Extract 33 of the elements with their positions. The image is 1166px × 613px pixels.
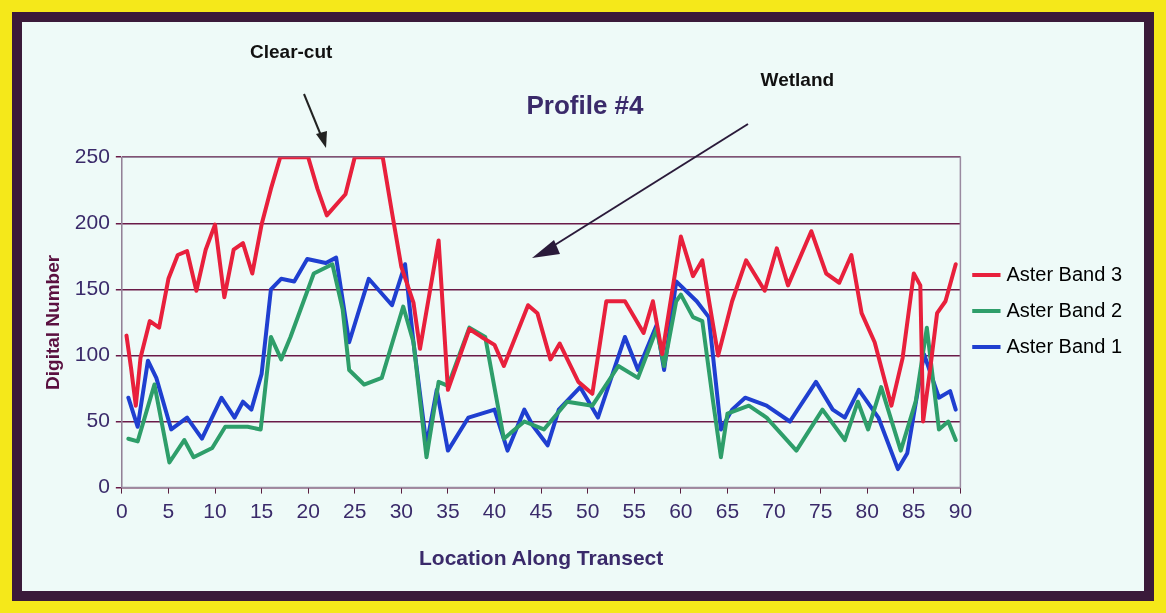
x-tick-label: 15 [249,499,274,522]
x-tick-label: 85 [902,499,926,522]
y-tick-label: 50 [86,408,110,432]
text: Wetland [760,68,835,90]
text: Clear-cut [250,40,334,62]
x-tick-label: 60 [669,499,693,522]
y-tick-label: 0 [98,474,110,498]
x-tick-label: 50 [576,499,600,522]
x-tick-label: 5 [162,499,175,522]
y-tick-label: 250 [74,144,110,167]
x-tick-label: 30 [389,499,414,522]
x-tick-label: 75 [808,499,833,522]
x-tick-label: 20 [296,499,320,522]
x-tick-label: 0 [115,499,128,522]
y-tick-label: 100 [74,342,110,366]
x-tick-label: 35 [436,499,460,522]
x-tick-label: 10 [203,499,227,522]
x-tick-label: 65 [715,499,740,522]
x-tick-label: 90 [948,499,973,522]
x-tick-label: 25 [343,499,367,522]
x-tick-label: 45 [529,499,553,522]
y-tick-label: 150 [74,276,110,300]
x-tick-label: 80 [855,499,879,522]
y-axis-title: Digital Number [41,254,63,390]
x-tick-label: 70 [762,499,786,522]
x-tick-label: 40 [482,499,507,522]
y-tick-label: 200 [74,210,110,234]
x-tick-label: 55 [622,499,646,522]
chart-title: Profile #4 [526,89,645,120]
legend-label: Aster Band 2 [1006,298,1122,321]
legend-label: Aster Band 1 [1006,334,1122,357]
legend-label: Aster Band 3 [1006,262,1122,285]
x-axis-title: Location Along Transect [418,546,664,570]
